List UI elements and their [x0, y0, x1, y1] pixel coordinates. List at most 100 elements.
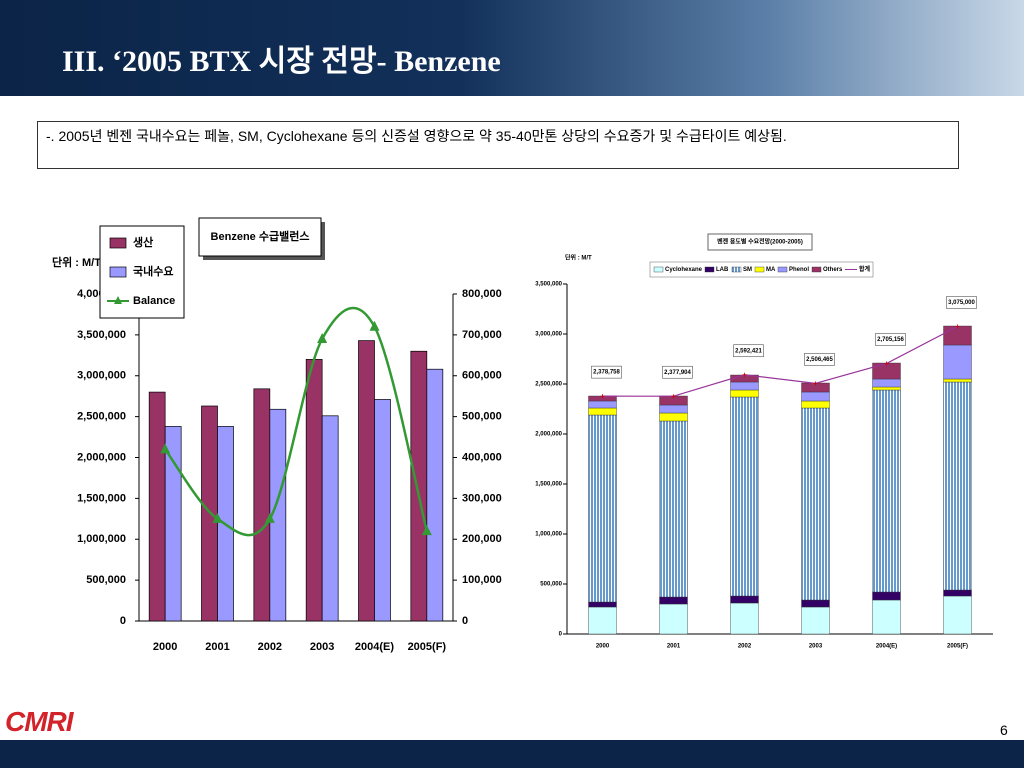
- value-label: 3,075,000: [948, 300, 975, 306]
- bar-segment: [943, 595, 972, 635]
- x-tick-label: 2005(F): [947, 644, 968, 650]
- bar-segment: [801, 407, 830, 601]
- value-label: 2,506,465: [806, 357, 833, 363]
- line-marker: [600, 394, 605, 399]
- y-tick-label: 500,000: [540, 582, 562, 588]
- y-tick-label: 3,500,000: [535, 282, 562, 288]
- bar-segment: [943, 381, 972, 591]
- bar-segment: [872, 378, 901, 388]
- bar-segment: [872, 599, 901, 635]
- bar: [148, 391, 166, 622]
- slide-title: III. ‘2005 BTX 시장 전망- Benzene: [62, 45, 501, 78]
- x-tick-label: 2001: [205, 641, 229, 653]
- y2-tick-label: 700,000: [462, 329, 502, 341]
- value-label: 2,377,904: [664, 370, 691, 376]
- y-tick-label: 3,000,000: [535, 332, 562, 338]
- bar-segment: [943, 378, 972, 383]
- bar-segment: [588, 414, 617, 603]
- legend-swatch: [114, 296, 122, 304]
- value-label-box: [804, 353, 835, 366]
- title-box: [198, 217, 322, 257]
- value-label: 2,592,421: [735, 348, 762, 354]
- legend-label: Others: [823, 267, 843, 273]
- y2-tick-label: 100,000: [462, 574, 502, 586]
- y-tick-label: 0: [559, 632, 563, 638]
- value-label: 2,378,758: [593, 370, 620, 376]
- y2-tick-label: 500,000: [462, 411, 502, 423]
- bar-segment: [588, 400, 617, 409]
- balance-chart: Benzene 수급밸런스 단위 : M/T 0 500,000 1,000,000…: [52, 217, 502, 653]
- bar-segment: [801, 599, 830, 608]
- legend-swatch: [754, 266, 765, 273]
- x-tick-label: 2002: [738, 644, 752, 650]
- legend-label: Balance: [133, 295, 175, 307]
- bar-segment: [943, 325, 972, 346]
- y-tick-label: 3,500,000: [77, 329, 126, 341]
- y2-tick-label: 0: [462, 615, 468, 627]
- x-tick-label: 2004(E): [355, 641, 394, 653]
- footer-band: [0, 740, 1024, 768]
- bar-segment: [872, 389, 901, 593]
- x-tick-label: 2003: [809, 644, 823, 650]
- title-box: [707, 233, 813, 251]
- unit-label: 단위 : M/T: [52, 255, 101, 269]
- legend-swatch: [109, 237, 127, 249]
- bar: [374, 399, 391, 622]
- page-number: 6: [1000, 722, 1008, 738]
- bar-segment: [943, 589, 972, 597]
- x-tick-label: 2001: [667, 644, 681, 650]
- value-label-box: [946, 296, 977, 309]
- legend-label: MA: [766, 267, 776, 273]
- line-marker: [160, 443, 171, 454]
- unit-label: 단위 : M/T: [565, 254, 592, 262]
- bar-segment: [801, 391, 830, 402]
- value-label-box: [591, 365, 622, 379]
- x-tick-label: 2002: [258, 641, 282, 653]
- bar-segment: [588, 407, 617, 416]
- bar: [305, 359, 323, 622]
- y-tick-label: 2,500,000: [77, 411, 126, 423]
- bar-segment: [588, 606, 617, 635]
- legend-label: LAB: [716, 267, 729, 273]
- value-label-box: [733, 344, 764, 358]
- y-tick-label: 3,000,000: [77, 370, 126, 382]
- line-marker: [369, 320, 380, 331]
- line-series: [602, 325, 958, 397]
- legend-swatch: [704, 266, 715, 273]
- x-tick-label: 2004(E): [876, 644, 897, 650]
- header-band: [0, 0, 1024, 96]
- legend-label: Cyclohexane: [665, 267, 703, 273]
- bar-segment: [801, 400, 830, 409]
- y-tick-label: 500,000: [86, 574, 126, 586]
- line-marker: [955, 324, 960, 329]
- y-tick-label: 0: [120, 615, 126, 627]
- legend-swatch: [777, 266, 788, 273]
- legend-label: SM: [743, 267, 752, 273]
- y2-tick-label: 800,000: [462, 288, 502, 300]
- y2-tick-label: 400,000: [462, 451, 502, 463]
- line-marker: [884, 361, 889, 366]
- legend-label: Phenol: [789, 267, 809, 273]
- bar-segment: [730, 389, 759, 398]
- line-marker: [421, 525, 432, 536]
- y-tick-label: 1,500,000: [77, 492, 126, 504]
- bar-segment: [659, 420, 688, 598]
- y2-tick-label: 300,000: [462, 492, 502, 504]
- bar-segment: [872, 591, 901, 601]
- chart-title: 벤젠 용도별 수요전망(2000-2005): [717, 238, 803, 246]
- bar: [426, 368, 444, 622]
- legend-label: 생산: [133, 235, 153, 249]
- line-marker: [264, 512, 275, 523]
- line-marker: [317, 332, 328, 343]
- y2-tick-label: 600,000: [462, 370, 502, 382]
- y-tick-label: 2,000,000: [77, 451, 126, 463]
- bar: [358, 340, 375, 622]
- legend-swatch: [109, 266, 127, 278]
- bar-segment: [659, 603, 688, 635]
- y-tick-label: 2,000,000: [535, 432, 562, 438]
- x-tick-label: 2000: [153, 641, 177, 653]
- y-tick-label: 2,500,000: [535, 382, 562, 388]
- bar-segment: [588, 601, 617, 608]
